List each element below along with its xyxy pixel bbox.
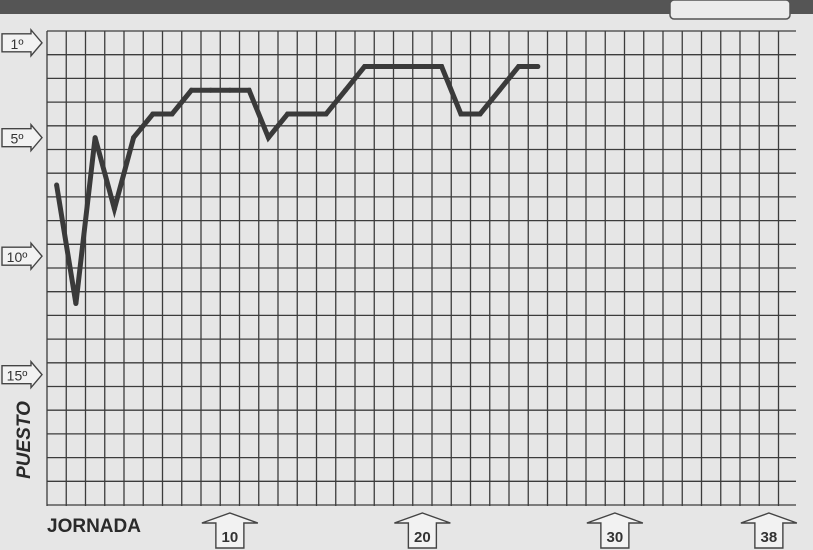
data-point — [73, 301, 79, 307]
x-marker: 30 — [586, 512, 644, 549]
data-point — [246, 87, 252, 93]
data-point — [188, 87, 194, 93]
series-line-0 — [54, 64, 538, 305]
data-point — [150, 111, 156, 117]
y-marker: 1º — [1, 27, 43, 58]
data-point — [92, 135, 98, 141]
x-marker: 10 — [201, 512, 259, 549]
x-axis-label: JORNADA — [47, 516, 141, 537]
y-marker-label: 5º — [11, 131, 24, 147]
data-point — [304, 111, 310, 117]
top-band — [0, 0, 813, 14]
series-points — [54, 64, 541, 307]
y-axis-label: PUESTO — [14, 401, 35, 479]
x-marker: 20 — [394, 512, 451, 549]
data-point — [362, 64, 368, 70]
data-point — [496, 87, 502, 93]
y-markers: 1º 5º 10º 15º — [1, 27, 43, 390]
y-marker: 5º — [1, 122, 43, 153]
data-point — [169, 111, 175, 117]
x-marker-label: 20 — [414, 529, 431, 546]
data-point — [400, 64, 406, 70]
data-point — [54, 182, 60, 188]
x-marker-label: 30 — [607, 529, 624, 546]
data-point — [131, 135, 137, 141]
data-point — [381, 64, 387, 70]
data-point — [477, 111, 483, 117]
data-point — [227, 87, 233, 93]
y-marker-label: 1º — [11, 36, 24, 52]
data-point — [208, 87, 214, 93]
x-marker-label: 10 — [222, 529, 239, 546]
y-marker: 10º — [1, 241, 43, 272]
x-markers: 10 20 30 38 — [201, 512, 798, 549]
data-point — [535, 64, 541, 70]
x-marker-label: 38 — [761, 529, 778, 546]
y-marker-label: 10º — [7, 249, 28, 265]
header-tab — [669, 0, 791, 20]
chart-paper — [0, 14, 813, 550]
data-point — [285, 111, 291, 117]
data-point — [342, 87, 348, 93]
y-marker-label: 15º — [7, 368, 28, 384]
data-point — [323, 111, 329, 117]
data-point — [439, 64, 445, 70]
data-point — [419, 64, 425, 70]
data-point — [516, 64, 522, 70]
data-point — [111, 206, 117, 212]
y-marker: 15º — [1, 359, 43, 390]
data-point — [458, 111, 464, 117]
grid — [46, 30, 796, 506]
x-marker: 38 — [740, 512, 798, 549]
data-point — [265, 135, 271, 141]
